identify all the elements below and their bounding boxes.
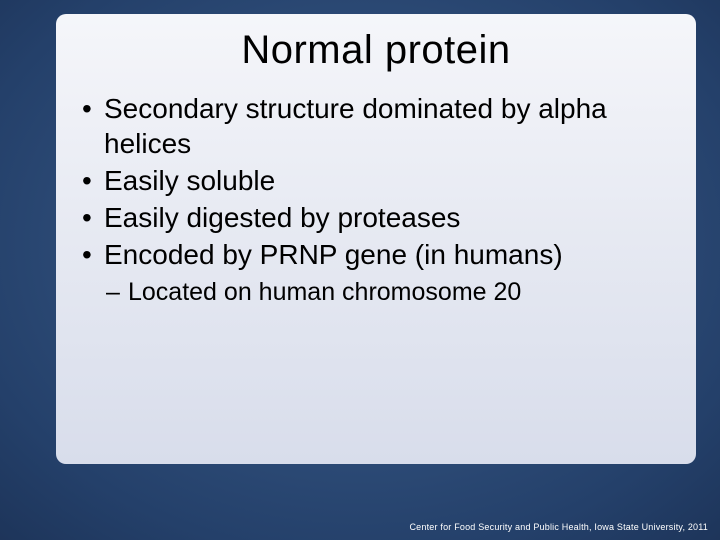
- slide-title: Normal protein: [80, 28, 672, 73]
- bullet-list: Secondary structure dominated by alpha h…: [80, 91, 672, 272]
- slide-content-box: Normal protein Secondary structure domin…: [56, 14, 696, 464]
- bullet-item: Easily digested by proteases: [80, 200, 672, 235]
- bullet-item: Easily soluble: [80, 163, 672, 198]
- sub-bullet-list: Located on human chromosome 20: [80, 276, 672, 310]
- sub-bullet-item: Located on human chromosome 20: [80, 276, 672, 310]
- bullet-item: Secondary structure dominated by alpha h…: [80, 91, 672, 161]
- slide-footer: Center for Food Security and Public Heal…: [409, 522, 708, 532]
- bullet-item: Encoded by PRNP gene (in humans): [80, 237, 672, 272]
